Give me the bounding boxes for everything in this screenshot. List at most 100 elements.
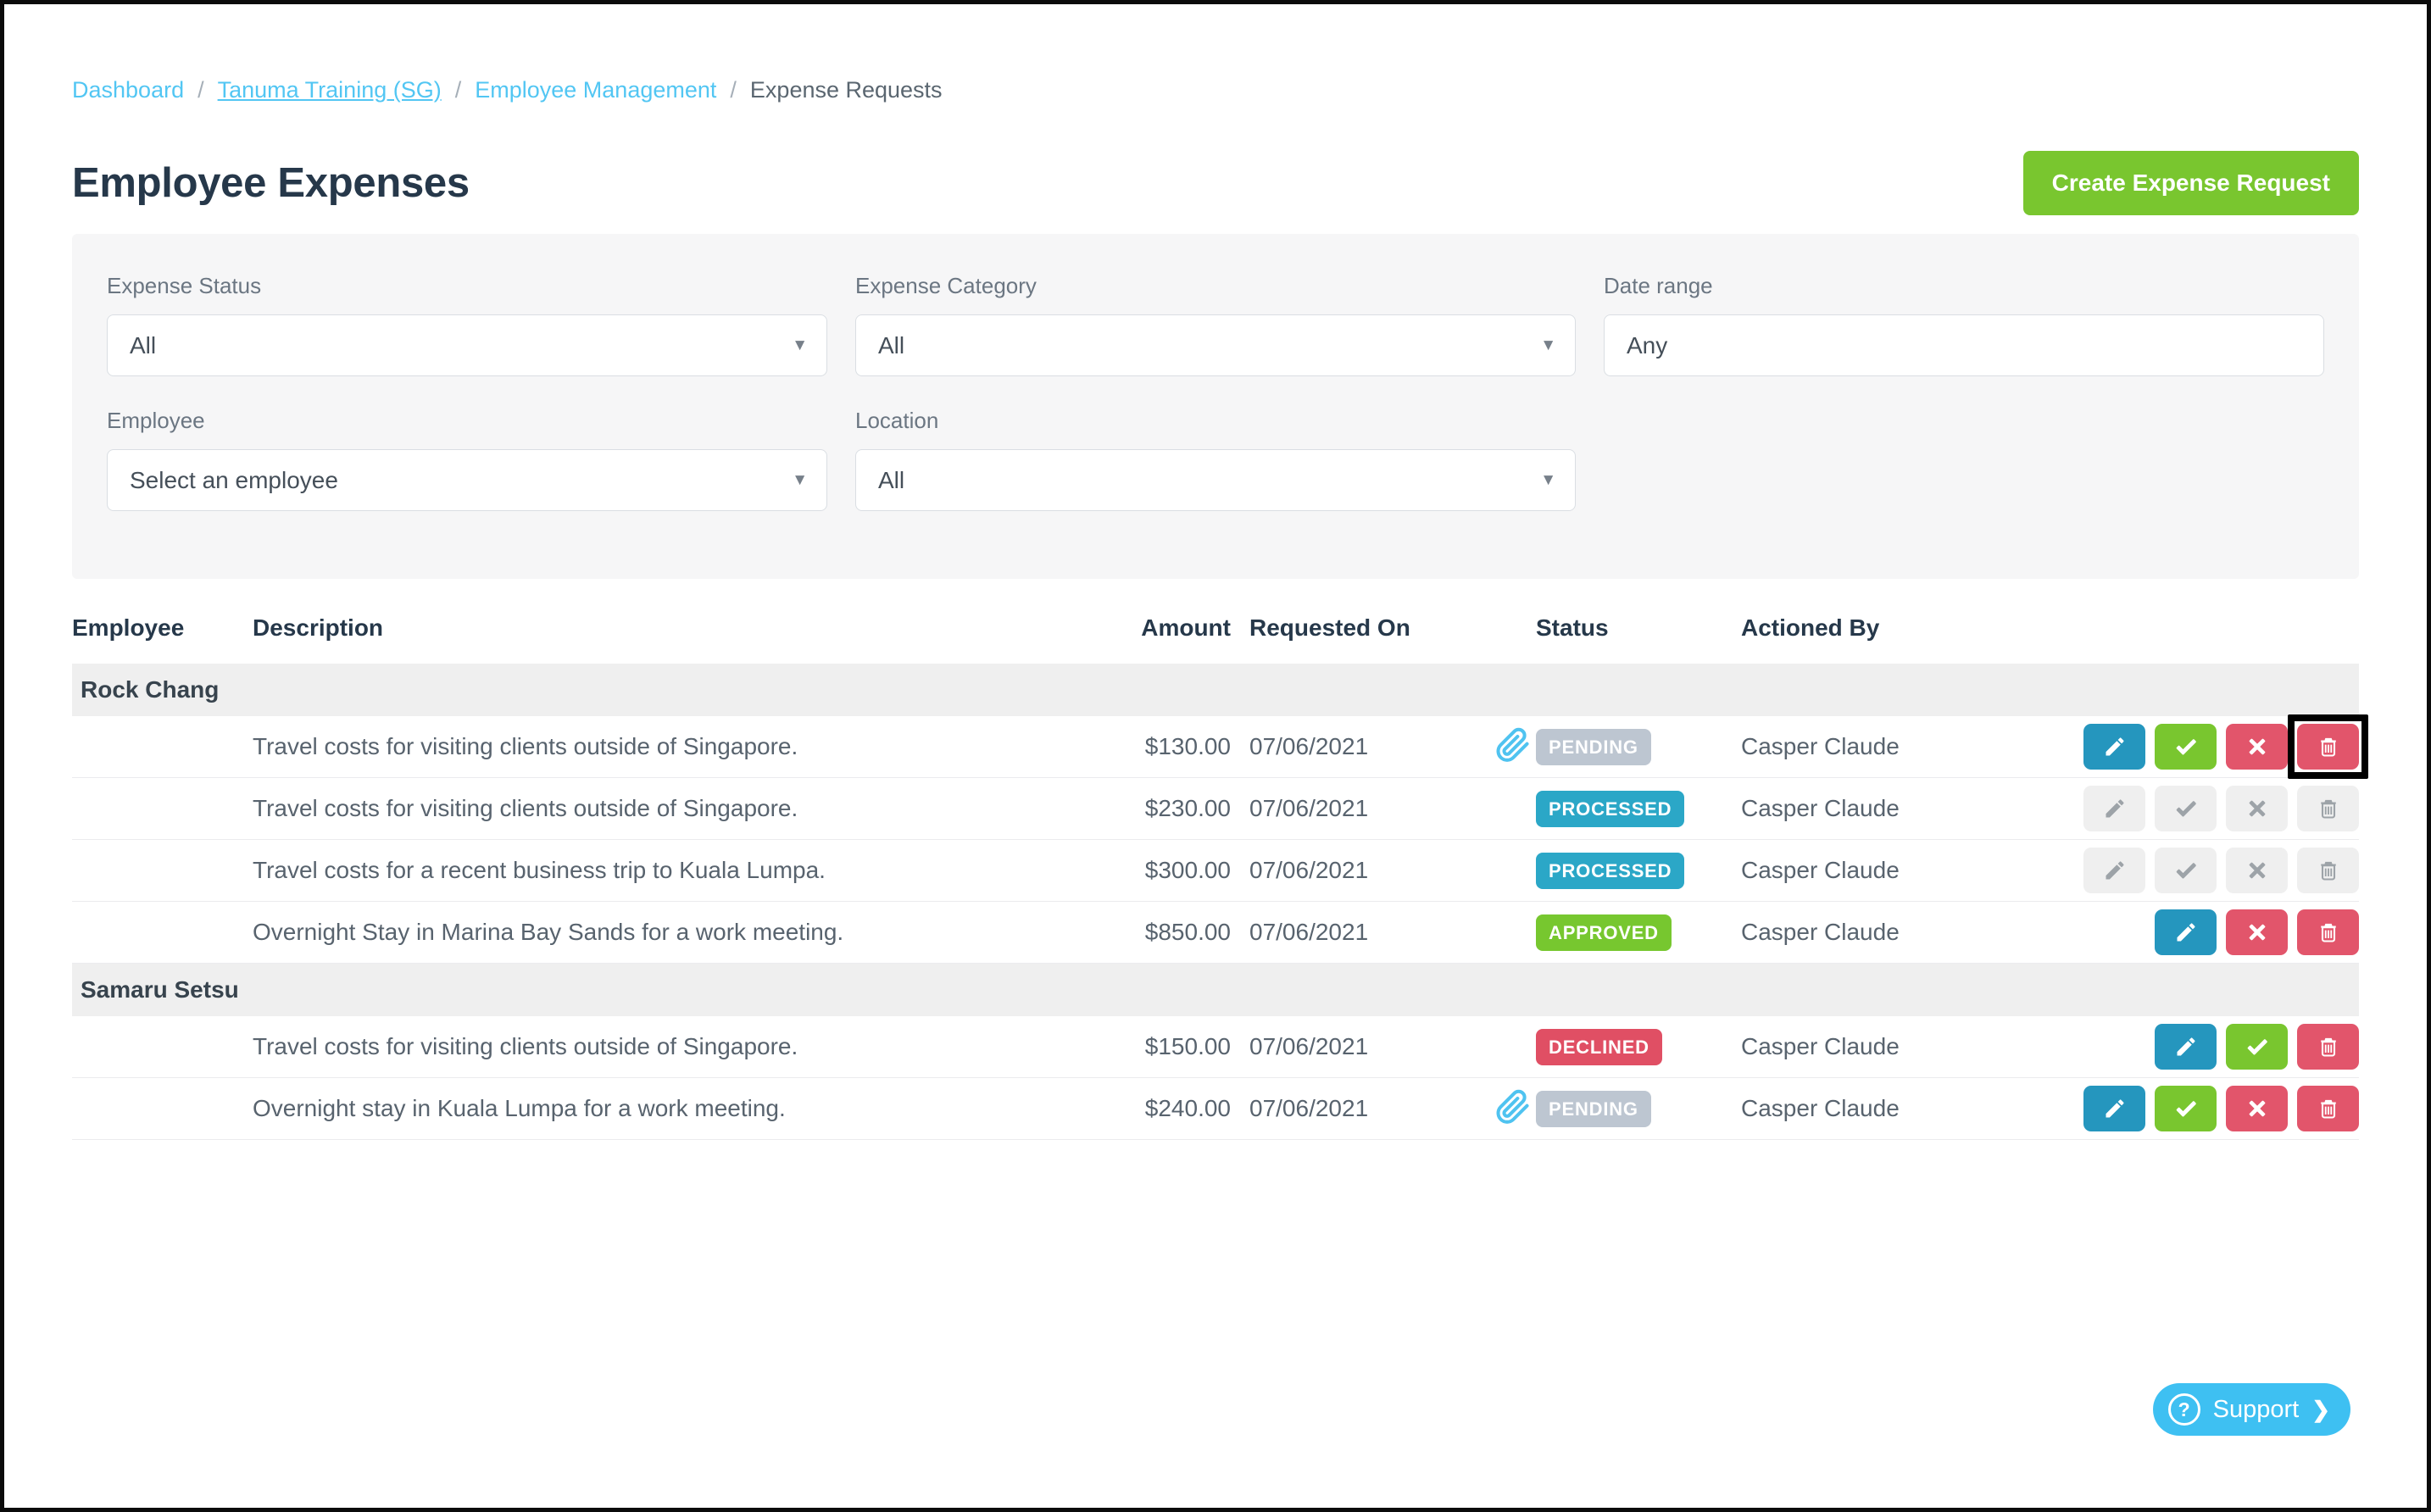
check-icon (2174, 859, 2198, 882)
cell-status: PENDING (1496, 727, 1741, 765)
support-label: Support (2212, 1395, 2300, 1423)
edit-button[interactable] (2083, 724, 2145, 770)
date-range-field: Date range Any (1604, 273, 2324, 376)
employee-label: Employee (107, 408, 205, 433)
cell-actions (2021, 1024, 2359, 1070)
delete-button[interactable] (2297, 1086, 2359, 1131)
edit-button (2083, 848, 2145, 893)
breadcrumb-current-page: Expense Requests (749, 77, 943, 103)
trash-icon (2317, 797, 2340, 820)
page-title: Employee Expenses (72, 160, 470, 206)
header-actioned-by: Actioned By (1741, 614, 1880, 641)
expense-row: Travel costs for a recent business trip … (72, 840, 2359, 902)
cell-description: Travel costs for visiting clients outsid… (253, 1033, 798, 1059)
question-mark-icon: ? (2167, 1393, 2200, 1426)
group-employee-name: Samaru Setsu (81, 976, 239, 1003)
main-content: Dashboard / Tanuma Training (SG) / Emplo… (4, 77, 2427, 1140)
decline-button[interactable] (2226, 1086, 2288, 1131)
table-header-row: Employee Description Amount Requested On… (72, 592, 2359, 664)
x-icon (2245, 797, 2269, 820)
support-button[interactable]: ? Support ❯ (2152, 1383, 2350, 1436)
approve-button (2155, 786, 2217, 831)
approve-button[interactable] (2226, 1024, 2288, 1070)
status-badge: DECLINED (1536, 1028, 1662, 1065)
cell-status: DECLINED (1536, 1028, 1741, 1065)
cell-actions (2021, 714, 2368, 779)
header-status: Status (1536, 614, 1609, 641)
date-range-input[interactable]: Any (1604, 314, 2324, 376)
check-icon (2174, 1097, 2198, 1120)
cell-description: Travel costs for visiting clients outsid… (253, 795, 798, 821)
status-badge: PENDING (1536, 1090, 1651, 1127)
expenses-table: Employee Description Amount Requested On… (72, 592, 2368, 1140)
date-range-value: Any (1627, 331, 1668, 359)
cell-requested-on: 07/06/2021 (1249, 1033, 1369, 1059)
expense-row: Travel costs for visiting clients outsid… (72, 778, 2359, 840)
employee-group-row: Rock Chang (72, 664, 2359, 716)
location-label: Location (855, 408, 939, 433)
cell-status: PROCESSED (1536, 852, 1741, 889)
location-field: Location All ▼ (855, 408, 1576, 511)
decline-button[interactable] (2226, 909, 2288, 955)
cell-requested-on: 07/06/2021 (1249, 733, 1369, 759)
edit-button[interactable] (2083, 1086, 2145, 1131)
expense-row: Travel costs for visiting clients outsid… (72, 714, 2368, 779)
cell-actions (2021, 848, 2359, 893)
delete-button[interactable] (2297, 724, 2359, 770)
breadcrumb-employee-management[interactable]: Employee Management (475, 77, 717, 103)
expense-row: Overnight stay in Kuala Lumpa for a work… (72, 1078, 2359, 1140)
chevron-down-icon: ▼ (1540, 470, 1556, 489)
cell-actions (2021, 786, 2359, 831)
paperclip-icon (1495, 1089, 1531, 1125)
delete-button (2297, 786, 2359, 831)
expense-status-select[interactable]: All ▼ (107, 314, 827, 376)
table-body: Rock Chang Travel costs for visiting clie… (72, 664, 2368, 1140)
employee-group-row: Samaru Setsu (72, 964, 2359, 1016)
cell-actioned-by: Casper Claude (1741, 857, 1900, 883)
decline-button (2226, 848, 2288, 893)
decline-button[interactable] (2226, 724, 2288, 770)
breadcrumb-company[interactable]: Tanuma Training (SG) (217, 77, 442, 103)
cell-actioned-by: Casper Claude (1741, 733, 1900, 759)
delete-button[interactable] (2297, 1024, 2359, 1070)
cell-amount: $230.00 (1144, 795, 1231, 821)
approve-button[interactable] (2155, 724, 2217, 770)
employee-value: Select an employee (130, 466, 338, 493)
employee-select[interactable]: Select an employee ▼ (107, 449, 827, 511)
header-description: Description (253, 614, 384, 641)
cell-requested-on: 07/06/2021 (1249, 1095, 1369, 1121)
cell-description: Travel costs for a recent business trip … (253, 857, 826, 883)
breadcrumb-dashboard[interactable]: Dashboard (72, 77, 185, 103)
chevron-down-icon: ▼ (1540, 336, 1556, 354)
expense-category-value: All (878, 331, 905, 359)
delete-button (2297, 848, 2359, 893)
expense-status-label: Expense Status (107, 273, 262, 298)
check-icon (2174, 735, 2198, 759)
status-badge: PENDING (1536, 728, 1651, 765)
trash-icon (2317, 1035, 2340, 1059)
cell-actions (2021, 1086, 2359, 1131)
edit-button[interactable] (2155, 909, 2217, 955)
pencil-icon (2174, 1035, 2198, 1059)
expense-category-select[interactable]: All ▼ (855, 314, 1576, 376)
approve-button[interactable] (2155, 1086, 2217, 1131)
cell-description: Overnight stay in Kuala Lumpa for a work… (253, 1095, 786, 1121)
location-select[interactable]: All ▼ (855, 449, 1576, 511)
breadcrumb-separator: / (454, 77, 462, 103)
delete-button[interactable] (2297, 909, 2359, 955)
header-requested-on: Requested On (1249, 614, 1410, 641)
header-employee: Employee (72, 614, 185, 641)
expense-status-field: Expense Status All ▼ (107, 273, 827, 376)
create-expense-request-button[interactable]: Create Expense Request (2022, 151, 2359, 215)
cell-actioned-by: Casper Claude (1741, 919, 1900, 945)
expense-status-value: All (130, 331, 157, 359)
cell-requested-on: 07/06/2021 (1249, 795, 1369, 821)
cell-actioned-by: Casper Claude (1741, 1033, 1900, 1059)
expense-row: Overnight Stay in Marina Bay Sands for a… (72, 902, 2359, 964)
cell-description: Overnight Stay in Marina Bay Sands for a… (253, 919, 844, 945)
status-badge: PROCESSED (1536, 790, 1685, 827)
approve-button (2155, 848, 2217, 893)
pencil-icon (2103, 735, 2127, 759)
edit-button[interactable] (2155, 1024, 2217, 1070)
